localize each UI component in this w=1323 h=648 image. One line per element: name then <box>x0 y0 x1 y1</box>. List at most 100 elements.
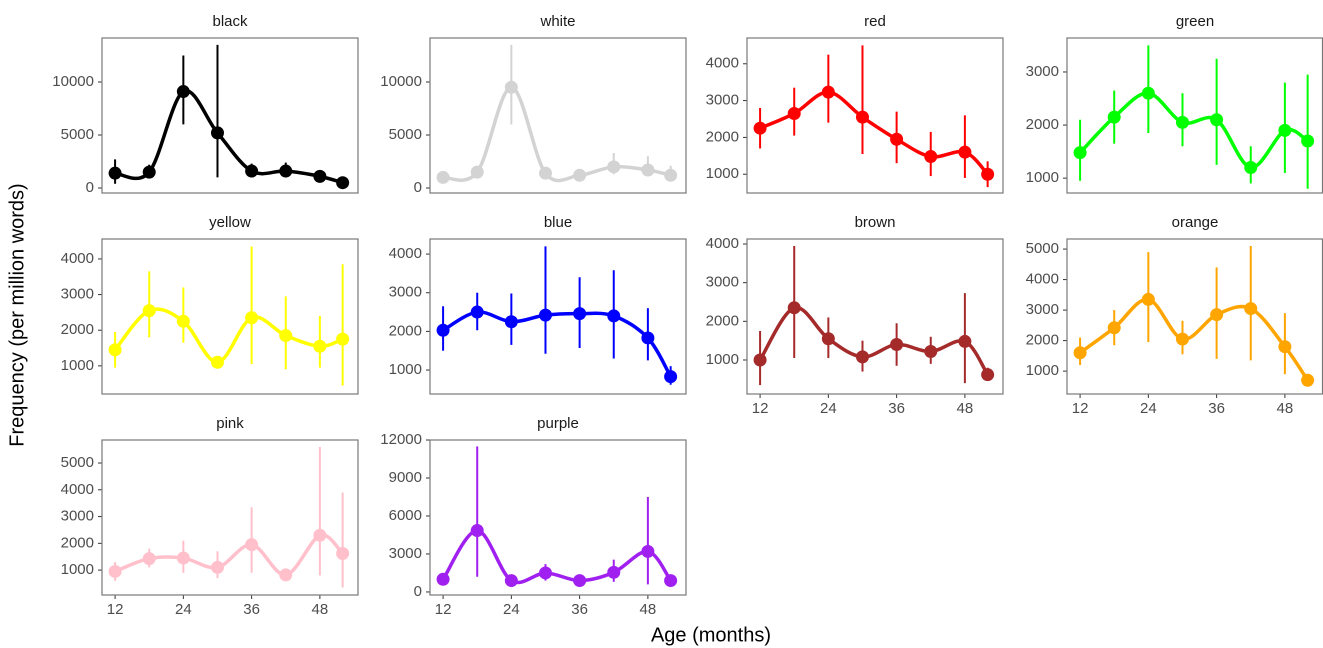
y-tick-label: 6000 <box>389 507 422 524</box>
panel-title: purple <box>537 415 579 432</box>
panel-border <box>746 238 1004 395</box>
x-axis-title: Age (months) <box>651 624 771 646</box>
y-axis-title: Frequency (per million words) <box>6 183 28 446</box>
panel-title: orange <box>1172 214 1219 231</box>
point <box>210 560 224 574</box>
y-tick-label: 2000 <box>389 322 422 339</box>
point <box>336 332 350 346</box>
point <box>573 574 587 588</box>
panel: yellow 1000 2000 3000 4000 <box>61 214 359 395</box>
point <box>664 168 678 182</box>
x-tick-label: 36 <box>571 601 588 618</box>
y-tick-label: 4000 <box>61 481 94 498</box>
x-tick-label: 24 <box>1140 400 1157 417</box>
y-tick-label: 1000 <box>61 357 94 374</box>
y-tick-label: 1000 <box>1026 169 1059 186</box>
point <box>1301 373 1315 387</box>
point <box>142 552 156 566</box>
x-tick-label: 36 <box>243 601 260 618</box>
panel-title: yellow <box>209 214 251 231</box>
point <box>504 574 518 588</box>
x-tick-label: 36 <box>1208 400 1225 417</box>
panel: purple 0 3000 6000 9000 12000 12 24 36 48 <box>380 415 687 618</box>
x-tick-label: 12 <box>752 400 769 417</box>
panel-title: white <box>539 13 575 30</box>
x-tick-label: 48 <box>1277 400 1294 417</box>
panel-border <box>429 37 687 194</box>
y-tick-label: 1000 <box>706 165 739 182</box>
point <box>821 85 835 99</box>
x-tick-label: 24 <box>820 400 837 417</box>
point <box>1175 332 1189 346</box>
y-tick-label: 5000 <box>1026 240 1059 257</box>
x-tick-label: 48 <box>640 601 657 618</box>
point <box>787 106 801 120</box>
point <box>504 315 518 329</box>
point <box>1175 115 1189 129</box>
x-tick-label: 48 <box>312 601 329 618</box>
panel: orange 1000 2000 3000 4000 5000 12 24 36 48 <box>1026 214 1323 417</box>
point <box>753 121 767 135</box>
point <box>279 568 293 582</box>
point <box>1278 123 1292 137</box>
point <box>1278 340 1292 354</box>
point <box>753 353 767 367</box>
point <box>470 165 484 179</box>
y-tick-label: 5000 <box>61 126 94 143</box>
point <box>607 565 621 579</box>
x-tick-label: 24 <box>503 601 520 618</box>
point <box>108 166 122 180</box>
point <box>1210 308 1224 322</box>
point <box>245 164 259 178</box>
point <box>436 572 450 586</box>
y-tick-label: 4000 <box>389 245 422 262</box>
point <box>958 334 972 348</box>
panel-title: pink <box>216 415 244 432</box>
panel: white 0 5000 10000 <box>380 13 687 196</box>
panel-title: black <box>212 13 248 30</box>
y-tick-label: 3000 <box>61 286 94 303</box>
point <box>890 132 904 146</box>
y-tick-label: 3000 <box>389 545 422 562</box>
point <box>1244 161 1258 175</box>
point <box>607 160 621 174</box>
point <box>176 85 190 99</box>
x-tick-label: 36 <box>888 400 905 417</box>
point <box>279 329 293 343</box>
point <box>958 145 972 159</box>
x-tick-label: 12 <box>435 601 452 618</box>
panel-border <box>746 37 1004 194</box>
panel-border <box>429 439 687 596</box>
panel-title: red <box>864 13 886 30</box>
point <box>1244 302 1258 316</box>
point <box>436 170 450 184</box>
y-tick-label: 2000 <box>61 534 94 551</box>
y-tick-label: 2000 <box>1026 332 1059 349</box>
point <box>470 305 484 319</box>
y-tick-label: 0 <box>414 583 422 600</box>
point <box>142 304 156 318</box>
y-tick-label: 10000 <box>380 73 422 90</box>
panel: brown 1000 2000 3000 4000 12 24 36 48 <box>706 214 1004 417</box>
panel: green 1000 2000 3000 <box>1026 13 1323 194</box>
point <box>108 564 122 578</box>
point <box>176 551 190 565</box>
point <box>504 80 518 94</box>
y-tick-label: 1000 <box>61 561 94 578</box>
point <box>1301 134 1315 148</box>
point <box>981 167 995 181</box>
x-tick-label: 48 <box>957 400 974 417</box>
y-tick-label: 3000 <box>61 508 94 525</box>
y-tick-label: 5000 <box>61 454 94 471</box>
y-tick-label: 4000 <box>706 55 739 72</box>
point <box>607 309 621 323</box>
point <box>573 307 587 321</box>
point <box>313 169 327 183</box>
point <box>142 165 156 179</box>
y-tick-label: 3000 <box>706 274 739 291</box>
y-tick-label: 3000 <box>1026 301 1059 318</box>
point <box>664 574 678 588</box>
y-tick-label: 4000 <box>1026 271 1059 288</box>
point <box>336 547 350 561</box>
